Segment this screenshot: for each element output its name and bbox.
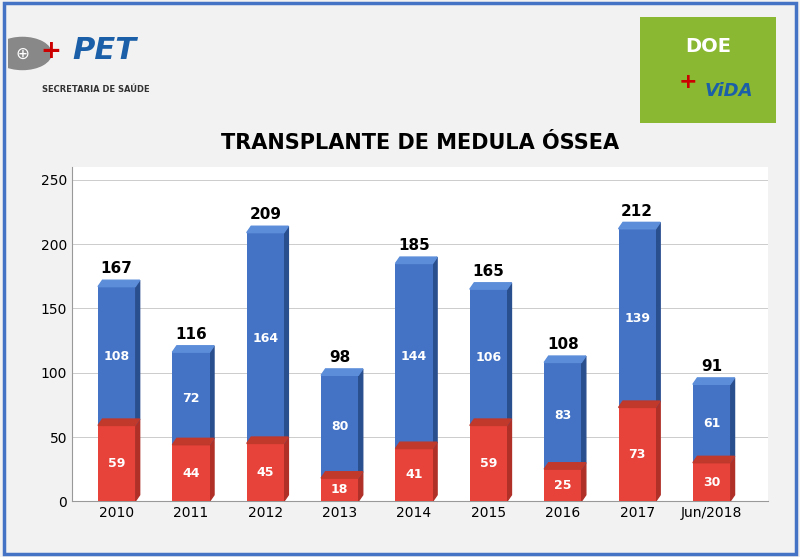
Text: SECRETARIA DE SAÚDE: SECRETARIA DE SAÚDE [42, 85, 150, 94]
Text: DOE: DOE [685, 37, 731, 56]
Polygon shape [433, 442, 437, 501]
Bar [246, 443, 284, 501]
Text: 30: 30 [702, 476, 720, 488]
Polygon shape [618, 222, 660, 229]
Polygon shape [284, 226, 288, 443]
Text: 73: 73 [629, 448, 646, 461]
Polygon shape [358, 369, 362, 478]
Bar [395, 448, 433, 501]
Text: 72: 72 [182, 392, 200, 405]
Polygon shape [507, 283, 511, 426]
Polygon shape [656, 222, 660, 408]
Polygon shape [210, 438, 214, 501]
Polygon shape [470, 283, 511, 289]
Text: 80: 80 [331, 420, 348, 433]
Text: 59: 59 [108, 457, 126, 470]
Polygon shape [544, 463, 586, 469]
Polygon shape [284, 437, 288, 501]
Polygon shape [321, 369, 362, 375]
Polygon shape [582, 463, 586, 501]
Polygon shape [246, 226, 288, 233]
Bar [618, 408, 656, 501]
Polygon shape [470, 419, 511, 426]
Text: 61: 61 [702, 417, 720, 430]
Text: 98: 98 [329, 350, 350, 365]
Text: 167: 167 [101, 261, 133, 276]
Polygon shape [172, 346, 214, 352]
Text: 165: 165 [473, 264, 504, 279]
Bar [98, 426, 135, 501]
Bar [470, 289, 507, 426]
Polygon shape [507, 419, 511, 501]
Polygon shape [656, 401, 660, 501]
Text: 45: 45 [257, 466, 274, 479]
Polygon shape [693, 456, 734, 463]
Polygon shape [246, 437, 288, 443]
Bar [395, 263, 433, 448]
Text: 209: 209 [250, 207, 282, 222]
Text: 185: 185 [398, 238, 430, 253]
Polygon shape [98, 419, 140, 426]
FancyBboxPatch shape [638, 14, 778, 125]
Text: 25: 25 [554, 478, 571, 492]
Circle shape [0, 37, 51, 70]
Polygon shape [395, 257, 437, 263]
Text: 91: 91 [701, 359, 722, 374]
Text: 144: 144 [401, 350, 427, 363]
Bar [98, 287, 135, 426]
Polygon shape [135, 419, 140, 501]
Text: 108: 108 [103, 350, 130, 363]
Polygon shape [210, 346, 214, 444]
Text: 212: 212 [621, 203, 653, 218]
Text: 44: 44 [182, 467, 200, 480]
Text: 108: 108 [547, 337, 578, 352]
Text: ⊕: ⊕ [15, 45, 30, 62]
Polygon shape [730, 378, 734, 463]
Polygon shape [395, 442, 437, 448]
Bar [172, 352, 210, 444]
Text: 41: 41 [406, 468, 423, 481]
Bar [544, 363, 582, 469]
Text: 106: 106 [475, 351, 502, 364]
Text: +: + [41, 39, 62, 63]
Polygon shape [582, 356, 586, 469]
Polygon shape [358, 472, 362, 501]
Text: +: + [678, 72, 697, 92]
Polygon shape [172, 438, 214, 444]
Bar [618, 229, 656, 408]
Polygon shape [618, 401, 660, 408]
Polygon shape [544, 356, 586, 363]
Title: TRANSPLANTE DE MEDULA ÓSSEA: TRANSPLANTE DE MEDULA ÓSSEA [221, 133, 619, 153]
Polygon shape [433, 257, 437, 448]
Text: 164: 164 [252, 331, 278, 345]
Bar [693, 463, 730, 501]
Text: PET: PET [72, 36, 136, 65]
Bar [544, 469, 582, 501]
Text: 83: 83 [554, 409, 571, 422]
Polygon shape [730, 456, 734, 501]
Polygon shape [321, 472, 362, 478]
Polygon shape [135, 280, 140, 426]
Text: ViDA: ViDA [704, 82, 753, 100]
Bar [470, 426, 507, 501]
Text: 18: 18 [331, 483, 348, 496]
Polygon shape [98, 280, 140, 287]
Text: 116: 116 [175, 327, 207, 342]
Text: 139: 139 [624, 311, 650, 325]
Bar [693, 384, 730, 463]
Text: 59: 59 [480, 457, 497, 470]
Polygon shape [693, 378, 734, 384]
Bar [172, 444, 210, 501]
Bar [321, 478, 358, 501]
Bar [321, 375, 358, 478]
Bar [246, 233, 284, 443]
